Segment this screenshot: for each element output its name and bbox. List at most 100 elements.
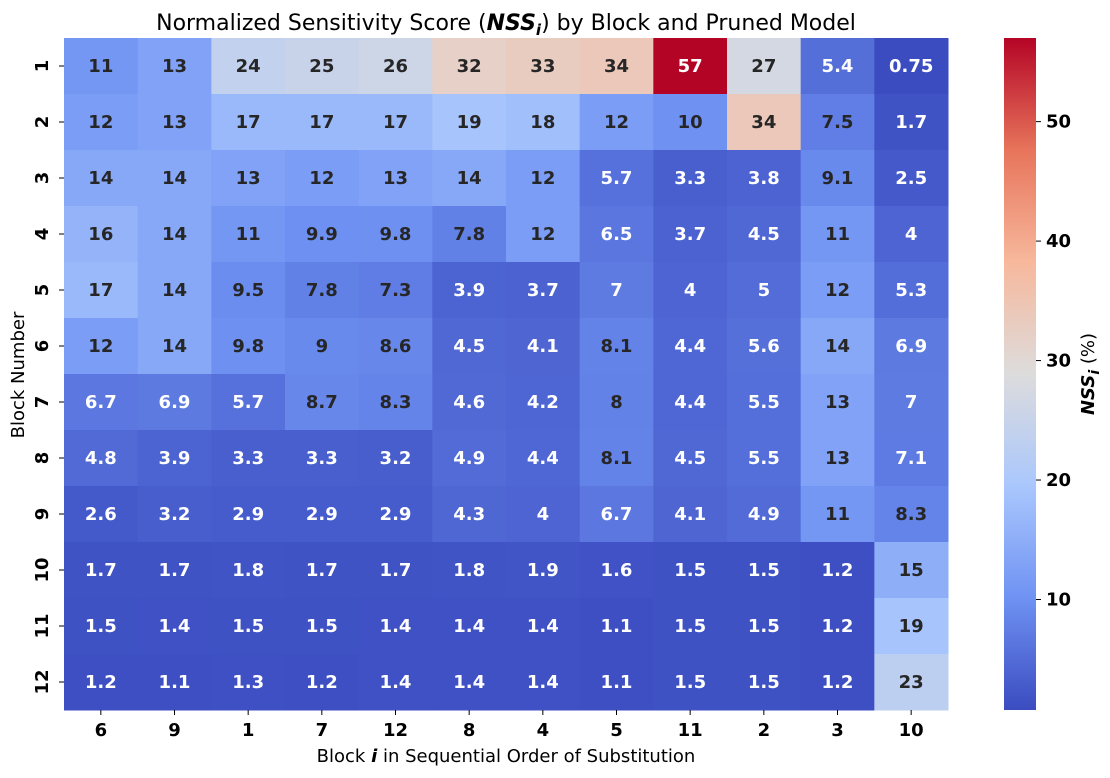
heatmap-cell (653, 542, 728, 599)
heatmap-cell (211, 206, 286, 263)
heatmap-cell (800, 374, 875, 431)
cell-value-label: 24 (236, 56, 261, 77)
heatmap-cell (506, 430, 581, 487)
x-axis-label: Block i in Sequential Order of Substitut… (317, 746, 696, 767)
heatmap-cell (506, 542, 581, 599)
heatmap-cell (579, 206, 654, 263)
heatmap-cell (285, 374, 360, 431)
cell-value-label: 7 (905, 392, 918, 413)
heatmap-cell (358, 150, 433, 207)
cell-value-label: 3.8 (748, 168, 780, 189)
cell-value-label: 14 (162, 336, 187, 357)
x-tick-label: 6 (95, 720, 108, 741)
colorbar-tick-label: 30 (1046, 351, 1071, 372)
colorbar-tick-label: 50 (1046, 112, 1071, 133)
x-tick-label: 12 (383, 720, 408, 741)
cell-value-label: 3.7 (674, 224, 706, 245)
heatmap-cell (800, 486, 875, 543)
cell-value-label: 3.3 (306, 448, 338, 469)
cell-value-label: 1.5 (674, 672, 706, 693)
heatmap-cell (137, 150, 212, 207)
y-tick-label: 1 (32, 60, 53, 73)
heatmap-cell (874, 430, 949, 487)
heatmap-cell (432, 318, 507, 375)
heatmap-cell (579, 598, 654, 655)
heatmap-cell (64, 206, 139, 263)
cell-value-label: 9.9 (306, 224, 338, 245)
colorbar-tick-label: 40 (1046, 231, 1071, 252)
heatmap-cell (800, 318, 875, 375)
cell-value-label: 1.1 (601, 672, 633, 693)
cell-value-label: 17 (88, 280, 113, 301)
cell-value-label: 11 (825, 224, 850, 245)
cell-value-label: 8.1 (601, 336, 633, 357)
heatmap-cell (432, 654, 507, 711)
heatmap-cell (874, 38, 949, 95)
heatmap-cell (727, 318, 802, 375)
heatmap-cell (727, 206, 802, 263)
heatmap-cell (874, 542, 949, 599)
heatmap-cell (432, 486, 507, 543)
heatmap-cell (727, 654, 802, 711)
cell-value-label: 8.3 (895, 504, 927, 525)
heatmap-cell (727, 542, 802, 599)
cell-value-label: 1.7 (85, 560, 117, 581)
heatmap-cell (432, 430, 507, 487)
cell-value-label: 1.7 (159, 560, 191, 581)
heatmap-cell (653, 94, 728, 151)
heatmap-cell (874, 94, 949, 151)
cell-value-label: 1.4 (527, 672, 559, 693)
cell-value-label: 1.6 (601, 560, 633, 581)
cell-value-label: 57 (678, 56, 703, 77)
heatmap-cell (579, 262, 654, 319)
heatmap-cell (506, 318, 581, 375)
heatmap-cell (800, 94, 875, 151)
heatmap-cell (358, 318, 433, 375)
cell-value-label: 12 (530, 224, 555, 245)
heatmap-cell (653, 598, 728, 655)
y-tick-label: 11 (32, 613, 53, 638)
cell-value-label: 6.7 (601, 504, 633, 525)
cell-value-label: 5.4 (822, 56, 854, 77)
heatmap-cell (211, 598, 286, 655)
heatmap-cell (800, 430, 875, 487)
cell-value-label: 1.5 (674, 616, 706, 637)
x-tick-label: 4 (537, 720, 550, 741)
cell-value-label: 13 (825, 448, 850, 469)
x-tick-label: 9 (168, 720, 181, 741)
cell-value-label: 13 (162, 56, 187, 77)
colorbar (1004, 38, 1036, 710)
cell-value-label: 7 (610, 280, 623, 301)
heatmap-cell (579, 654, 654, 711)
cell-value-label: 19 (899, 616, 924, 637)
x-tick-label: 7 (316, 720, 329, 741)
heatmap-cell (358, 654, 433, 711)
heatmap-cell (358, 542, 433, 599)
heatmap-cell (874, 262, 949, 319)
x-tick-label: 5 (610, 720, 623, 741)
cell-value-label: 2.9 (306, 504, 338, 525)
cell-value-label: 1.9 (527, 560, 559, 581)
heatmap-cell (874, 654, 949, 711)
heatmap-cell (506, 150, 581, 207)
cell-value-label: 4.5 (453, 336, 485, 357)
x-tick-label: 1 (242, 720, 255, 741)
heatmap-cell (285, 318, 360, 375)
y-tick-label: 5 (32, 284, 53, 297)
cell-value-label: 32 (457, 56, 482, 77)
heatmap-cell (874, 486, 949, 543)
heatmap-cell (653, 206, 728, 263)
cell-value-label: 23 (899, 672, 924, 693)
cell-value-label: 2.5 (895, 168, 927, 189)
cell-value-label: 8 (610, 392, 623, 413)
heatmap-cell (64, 598, 139, 655)
cell-value-label: 1.8 (453, 560, 485, 581)
heatmap-cell (64, 262, 139, 319)
heatmap-cell (285, 38, 360, 95)
cell-value-label: 26 (383, 56, 408, 77)
heatmap-cell (64, 430, 139, 487)
cell-value-label: 1.5 (232, 616, 264, 637)
cell-value-label: 3.3 (674, 168, 706, 189)
